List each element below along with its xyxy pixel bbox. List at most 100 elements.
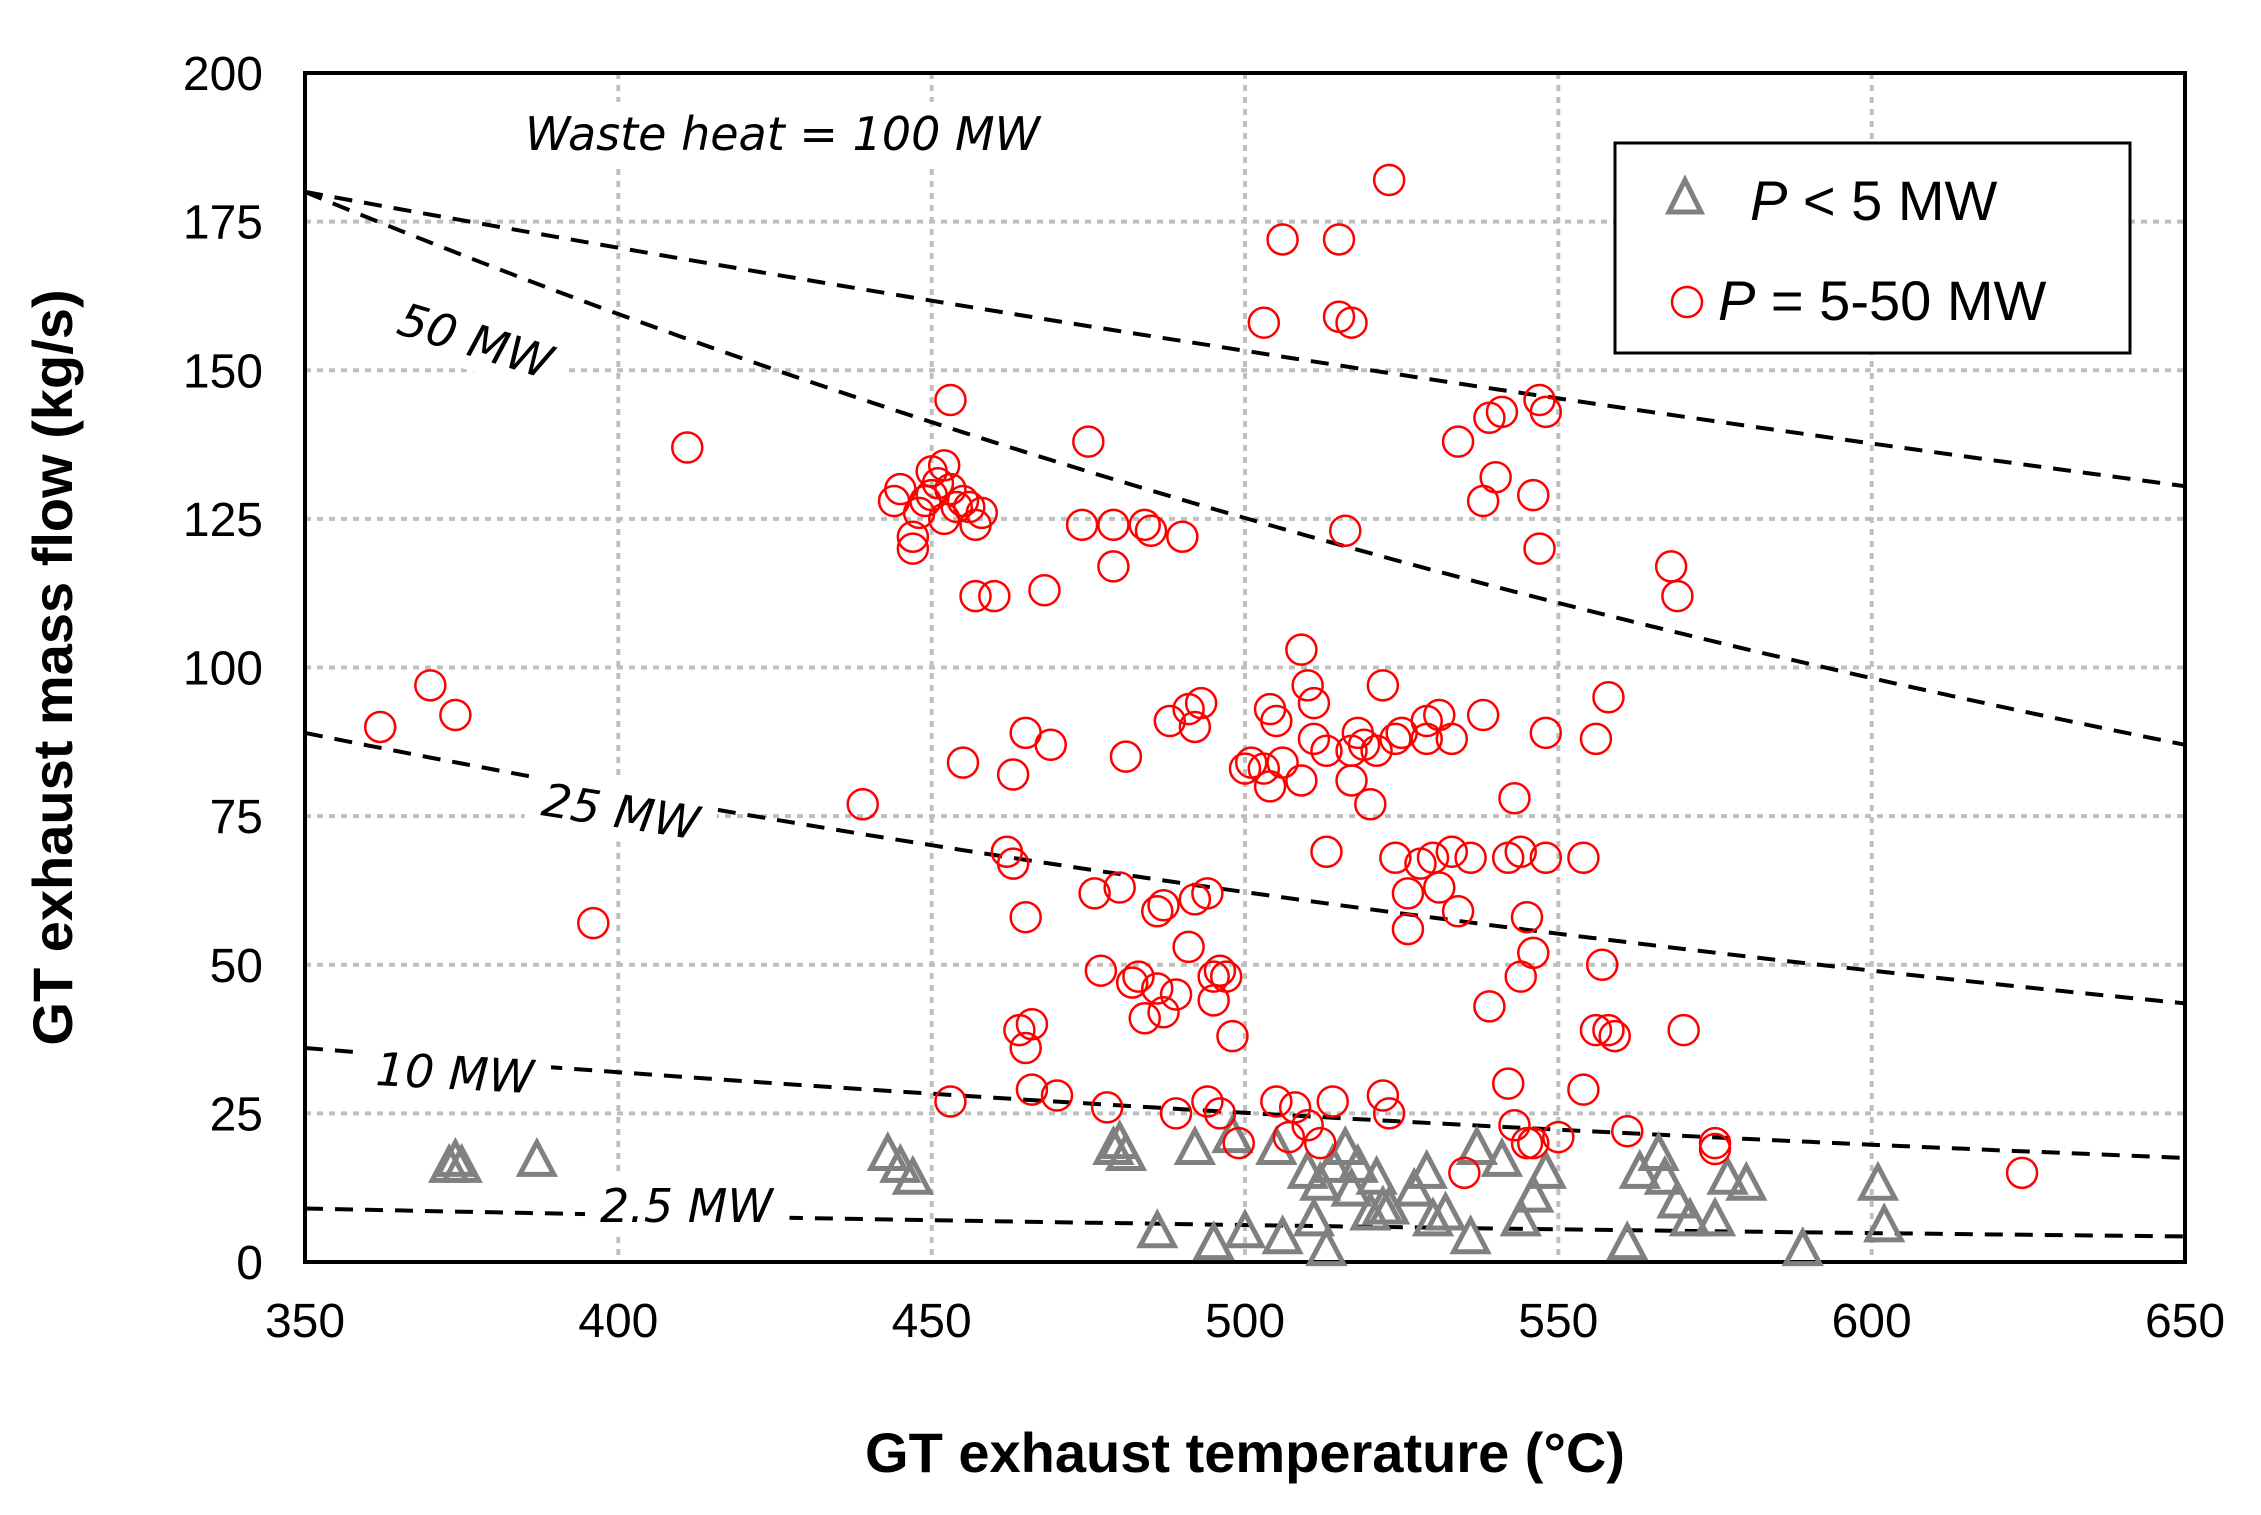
data-point-circle: [1498, 782, 1531, 815]
data-point-triangle: [515, 1136, 559, 1177]
data-point-circle: [1084, 954, 1118, 987]
data-point-circle: [940, 490, 973, 524]
data-point-circle: [927, 449, 961, 482]
data-point-circle: [1103, 871, 1136, 904]
data-point-circle: [1278, 1091, 1312, 1124]
data-point-circle: [1579, 1013, 1613, 1047]
y-tick-label: 125: [183, 494, 263, 547]
data-point-circle: [1028, 573, 1061, 607]
data-point-triangle: [1292, 1196, 1336, 1237]
data-point-circle: [1015, 1073, 1049, 1106]
data-point-circle: [1159, 1097, 1193, 1130]
data-point-triangle: [1211, 1113, 1254, 1154]
legend-box: [1613, 141, 2132, 355]
plot-area-frame: [303, 71, 2187, 1264]
data-point-triangle: [1856, 1160, 1900, 1201]
data-point-circle: [1184, 686, 1218, 720]
data-point-circle: [1379, 722, 1412, 756]
y-tick-label: 25: [210, 1088, 263, 1141]
data-point-triangle: [1480, 1136, 1524, 1177]
data-point-circle: [1141, 972, 1174, 1005]
data-point-circle: [1329, 514, 1362, 548]
data-point-circle: [1090, 1091, 1124, 1124]
data-point-circle: [1423, 871, 1456, 904]
data-point-circle: [1448, 1156, 1481, 1190]
data-point-circle: [1222, 1126, 1255, 1160]
legend-rest: < 5 MW: [1787, 169, 1997, 232]
legend-rest: = 5-50 MW: [1755, 269, 2046, 332]
y-tick-label: 150: [183, 345, 263, 398]
x-tick-label: 500: [1205, 1295, 1285, 1348]
data-point-triangle: [1449, 1214, 1492, 1255]
legend-var: P: [1750, 169, 1787, 232]
data-point-circle: [934, 383, 967, 417]
data-point-circle: [1310, 734, 1343, 767]
data-point-circle: [896, 532, 930, 565]
x-tick-label: 650: [2145, 1295, 2225, 1348]
data-point-circle: [846, 787, 879, 821]
data-point-triangle: [1173, 1125, 1217, 1166]
data-point-circle: [1510, 900, 1544, 934]
data-point-circle: [1517, 478, 1550, 512]
x-tick-label: 600: [1832, 1295, 1912, 1348]
curve-label-background: [522, 765, 721, 857]
data-point-circle: [1585, 948, 1619, 981]
x-tick-label: 450: [892, 1295, 972, 1348]
data-point-circle: [1009, 1031, 1042, 1065]
data-point-circle: [1698, 1132, 1732, 1166]
data-point-circle: [1322, 223, 1356, 256]
data-point-circle: [577, 906, 610, 940]
y-tick-label: 0: [236, 1237, 263, 1290]
data-point-triangle: [1725, 1160, 1768, 1201]
data-point-circle: [1479, 461, 1512, 494]
data-point-triangle: [1656, 1178, 1699, 1219]
data-point-circle: [1159, 978, 1193, 1011]
data-point-circle: [1065, 508, 1099, 542]
data-point-circle: [1529, 716, 1563, 750]
data-point-circle: [1335, 764, 1368, 797]
data-point-circle: [1661, 579, 1694, 613]
data-point-circle: [1178, 710, 1212, 744]
data-point-circle: [1391, 877, 1425, 910]
data-point-triangle: [1512, 1172, 1555, 1213]
data-point-circle: [1567, 1073, 1600, 1106]
data-point-circle: [1297, 722, 1331, 756]
curve-label: 10 MW: [374, 1042, 536, 1104]
data-point-circle: [934, 472, 967, 506]
x-tick-label: 550: [1518, 1295, 1598, 1348]
data-point-circle: [414, 669, 447, 702]
legend-entry-small: P < 5 MW: [1750, 169, 1998, 232]
data-point-circle: [671, 431, 704, 464]
data-point-circle: [1360, 734, 1393, 767]
data-point-circle: [996, 758, 1030, 791]
data-point-circle: [1115, 966, 1149, 999]
data-point-circle: [1310, 835, 1343, 869]
data-point-triangle: [1223, 1208, 1267, 1249]
data-point-circle: [1579, 722, 1613, 756]
data-point-circle: [1529, 841, 1563, 874]
data-point-triangle: [1606, 1220, 1649, 1261]
data-point-circle: [1040, 1079, 1074, 1112]
data-point-circle: [1191, 877, 1224, 910]
data-point-circle: [1172, 930, 1205, 964]
data-point-circle: [1147, 889, 1180, 922]
data-point-circle: [1517, 936, 1550, 970]
y-tick-label: 75: [210, 791, 263, 844]
data-point-circle: [1216, 1019, 1249, 1053]
data-point-circle: [1209, 960, 1243, 993]
data-point-triangle: [1405, 1148, 1448, 1189]
data-point-circle: [1372, 1097, 1406, 1130]
data-point-circle: [1454, 841, 1487, 874]
legend-entry-large: P = 5-50 MW: [1718, 269, 2046, 332]
data-point-circle: [1592, 1013, 1625, 1047]
data-point-circle: [1498, 1109, 1531, 1142]
data-point-circle: [1441, 425, 1475, 458]
legend-circle-icon: [1670, 285, 1704, 319]
data-point-circle: [1247, 752, 1281, 785]
data-point-circle: [1266, 223, 1299, 256]
data-point-circle: [1523, 532, 1556, 565]
data-point-circle: [1203, 1097, 1237, 1130]
tick-labels: 350 400 450 500 550 600 650 0 25 50 75 100 125 150 175…: [183, 48, 2225, 1348]
data-point-circle: [1141, 894, 1174, 928]
curve-label-background: [376, 282, 577, 398]
